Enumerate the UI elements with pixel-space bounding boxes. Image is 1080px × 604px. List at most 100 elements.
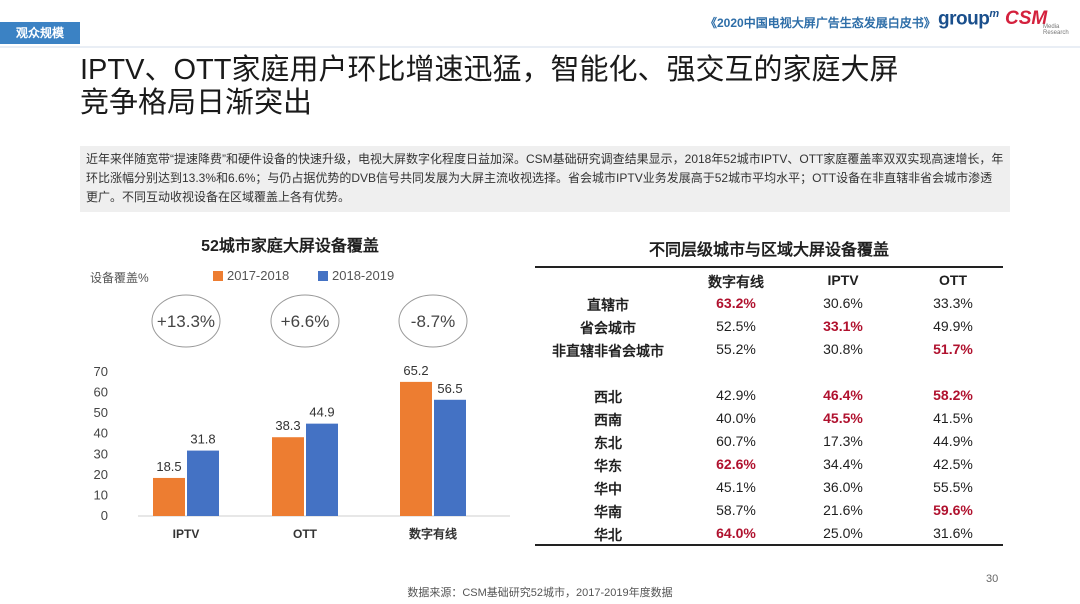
page-title-line2: 竞争格局日渐突出 [80, 87, 313, 119]
table-cell: 30.6% [823, 295, 863, 311]
table-cell: 46.4% [823, 387, 863, 403]
legend-swatch-1 [318, 271, 328, 281]
report-title: 《2020中国电视大屏广告生态发展白皮书》 [705, 16, 936, 30]
table-cell: 55.5% [933, 479, 973, 495]
summary-text: 近年来伴随宽带“提速降费”和硬件设备的快速升级，电视大屏数字化程度日益加深。CS… [80, 146, 1010, 212]
y-tick-label: 10 [94, 487, 108, 502]
y-tick-label: 0 [101, 508, 108, 523]
chart-ylabel: 设备覆盖% [90, 271, 149, 285]
table-cell: 42.5% [933, 456, 973, 472]
y-tick-label: 20 [94, 467, 108, 482]
y-tick-label: 60 [94, 385, 108, 400]
table-row-label: 华中 [594, 481, 622, 497]
bar-0-1 [187, 450, 219, 516]
table-row-label: 东北 [594, 435, 622, 451]
groupm-logo-sup: m [989, 8, 999, 20]
table-bottom-rule [535, 544, 1003, 546]
header-divider [0, 46, 1080, 48]
table-cell: 55.2% [716, 341, 756, 357]
table-cell: 45.5% [823, 410, 863, 426]
table-cell: 30.8% [823, 341, 863, 357]
bar-value-label: 31.8 [190, 432, 215, 447]
bar-2-0 [400, 381, 432, 516]
table-cell: 41.5% [933, 410, 973, 426]
table-cell: 45.1% [716, 479, 756, 495]
section-tag: 观众规模 [0, 22, 80, 44]
table-row-label: 华南 [594, 504, 622, 520]
page-title: IPTV、OTT家庭用户环比增速迅猛，智能化、强交互的家庭大屏 竞争格局日渐突出 [80, 54, 1040, 120]
table-cell: 59.6% [933, 502, 973, 518]
bar-value-label: 65.2 [403, 363, 428, 378]
x-tick-label: IPTV [173, 527, 200, 541]
table-row-label: 直辖市 [587, 297, 629, 313]
table-cell: 58.7% [716, 502, 756, 518]
table-cell: 25.0% [823, 525, 863, 541]
table-row-label: 省会城市 [580, 320, 636, 336]
table-cell: 31.6% [933, 525, 973, 541]
x-tick-label: 数字有线 [409, 526, 457, 541]
csm-logo: CSM [1005, 8, 1048, 29]
growth-label-2: -8.7% [411, 312, 455, 331]
bar-value-label: 56.5 [437, 381, 462, 396]
bar-value-label: 38.3 [275, 418, 300, 433]
x-axis: IPTV OTT 数字有线 [173, 526, 457, 541]
table-cell: 64.0% [716, 525, 756, 541]
table-cell: 63.2% [716, 295, 756, 311]
table-row-label: 非直辖非省会城市 [552, 343, 664, 359]
y-tick-label: 40 [94, 426, 108, 441]
bar-0-0 [153, 477, 185, 516]
growth-label-1: +6.6% [281, 312, 330, 331]
y-axis: 70 60 50 40 30 20 10 0 [94, 364, 108, 523]
growth-bubbles: +13.3% +6.6% -8.7% [151, 294, 468, 348]
table-cell: 49.9% [933, 318, 973, 334]
table-cell: 60.7% [716, 433, 756, 449]
table-cell: 44.9% [933, 433, 973, 449]
bar-2-1 [434, 399, 466, 516]
table-cell: 62.6% [716, 456, 756, 472]
growth-label-0: +13.3% [157, 312, 215, 331]
coverage-bar-chart: 52城市家庭大屏设备覆盖 设备覆盖% 2017-2018 2018-2019 +1… [90, 236, 510, 541]
table-top-rule [535, 266, 1003, 268]
table-col-header: IPTV [827, 272, 859, 288]
table-row-label: 西南 [594, 412, 622, 428]
groupm-logo-text: group [938, 8, 990, 30]
table-cell: 33.3% [933, 295, 973, 311]
table-row-label: 华东 [594, 458, 622, 474]
table-cell: 36.0% [823, 479, 863, 495]
growth-bubble-2 [398, 294, 468, 348]
table-cell: 17.3% [823, 433, 863, 449]
y-tick-label: 50 [94, 405, 108, 420]
bar-1-1 [306, 423, 338, 516]
table-col-header: OTT [939, 272, 967, 288]
bar-1-0 [272, 437, 304, 516]
legend-swatch-0 [213, 271, 223, 281]
legend-label-1: 2018-2019 [332, 268, 394, 283]
table-row-label: 华北 [594, 527, 622, 543]
table-title: 不同层级城市与区域大屏设备覆盖 [648, 242, 889, 259]
x-tick-label: OTT [293, 527, 318, 541]
y-tick-label: 70 [94, 364, 108, 379]
chart-legend: 2017-2018 2018-2019 [213, 268, 394, 283]
table-cell: 21.6% [823, 502, 863, 518]
growth-bubble-1 [270, 294, 340, 348]
table-cell: 40.0% [716, 410, 756, 426]
table-cell: 42.9% [716, 387, 756, 403]
table-cell: 34.4% [823, 456, 863, 472]
chart-title: 52城市家庭大屏设备覆盖 [201, 236, 379, 255]
legend-label-0: 2017-2018 [227, 268, 289, 283]
table-row-label: 西北 [594, 389, 622, 405]
y-tick-label: 30 [94, 446, 108, 461]
page-number: 30 [986, 573, 999, 585]
data-source-note: 数据来源：CSM基础研究52城市，2017-2019年度数据 [407, 587, 673, 599]
groupm-logo: groupm [938, 8, 999, 30]
bar-marks: 18.5 31.8 38.3 44.9 65.2 56.5 [153, 363, 466, 516]
bar-value-label: 18.5 [156, 459, 181, 474]
table-cell: 51.7% [933, 341, 973, 357]
csm-logo-subtitle: Media Research [1043, 24, 1069, 36]
table-cell: 52.5% [716, 318, 756, 334]
page-title-line1: IPTV、OTT家庭用户环比增速迅猛，智能化、强交互的家庭大屏 [80, 54, 899, 86]
table-col-header: 数字有线 [708, 274, 764, 290]
table-cell: 33.1% [823, 318, 863, 334]
table-cell: 58.2% [933, 387, 973, 403]
bar-value-label: 44.9 [309, 405, 334, 420]
